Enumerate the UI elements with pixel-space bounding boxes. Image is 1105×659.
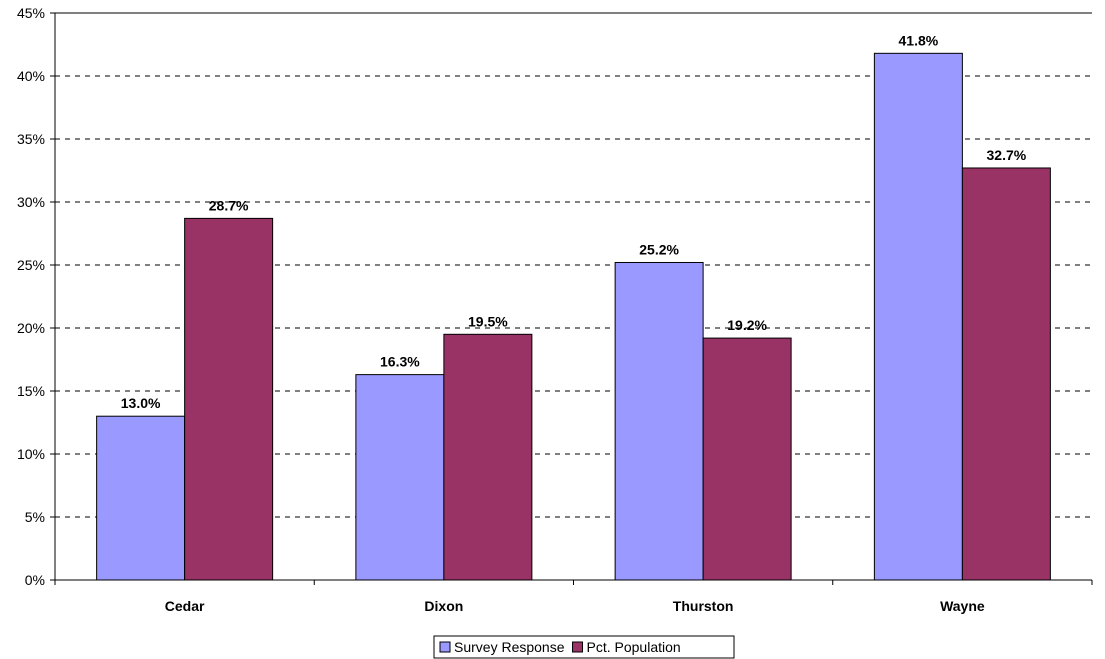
bar-cedar-pct-population: [184, 217, 274, 581]
bar-dixon-pct-population: [443, 333, 533, 581]
y-tick-label-25: 25%: [17, 257, 45, 273]
x-tick-label-cedar: Cedar: [165, 598, 205, 614]
legend: Survey Response Pct. Population: [433, 635, 735, 659]
y-tick-label-40: 40%: [17, 68, 45, 84]
legend-box: [433, 635, 735, 659]
y-tick-label-20: 20%: [17, 320, 45, 336]
data-labels: 13.0% 28.7% 16.3% 19.5% 25.2% 19.2% 41.8% 32.7%: [121, 32, 1027, 411]
data-label-wayne-pct-population: 32.7%: [987, 147, 1027, 163]
y-axis-ticks: 0% 5% 10% 15% 20% 25% 30% 35% 40% 45%: [17, 5, 55, 588]
legend-label-pct-population: Pct. Population: [587, 639, 681, 655]
y-tick-label-5: 5%: [25, 509, 45, 525]
x-tick-label-dixon: Dixon: [424, 598, 463, 614]
bar-thurston-pct-population: [702, 337, 792, 581]
x-axis-labels: Cedar Dixon Thurston Wayne: [165, 598, 985, 614]
data-label-dixon-survey-response: 16.3%: [380, 354, 420, 370]
data-label-thurston-pct-population: 19.2%: [727, 317, 767, 333]
y-tick-label-10: 10%: [17, 446, 45, 462]
data-label-dixon-pct-population: 19.5%: [468, 313, 508, 329]
y-tick-label-30: 30%: [17, 194, 45, 210]
x-tick-label-thurston: Thurston: [673, 598, 734, 614]
data-label-thurston-survey-response: 25.2%: [639, 241, 679, 257]
axes: [54, 13, 1093, 585]
data-label-cedar-pct-population: 28.7%: [209, 197, 249, 213]
y-tick-label-45: 45%: [17, 5, 45, 21]
bar-cedar-survey-response: [96, 415, 186, 581]
bar-thurston-survey-response: [614, 261, 704, 581]
x-tick-label-wayne: Wayne: [940, 598, 985, 614]
y-tick-label-0: 0%: [25, 572, 45, 588]
bar-dixon-survey-response: [355, 374, 445, 581]
data-label-cedar-survey-response: 13.0%: [121, 395, 161, 411]
y-tick-label-15: 15%: [17, 383, 45, 399]
bar-wayne-pct-population: [961, 167, 1051, 581]
legend-swatch-survey-response: [439, 641, 451, 653]
bar-wayne-survey-response: [873, 52, 963, 581]
legend-swatch-pct-population: [572, 641, 584, 653]
legend-label-survey-response: Survey Response: [454, 639, 565, 655]
bars-group: [96, 52, 1051, 581]
data-label-wayne-survey-response: 41.8%: [899, 32, 939, 48]
y-tick-label-35: 35%: [17, 131, 45, 147]
